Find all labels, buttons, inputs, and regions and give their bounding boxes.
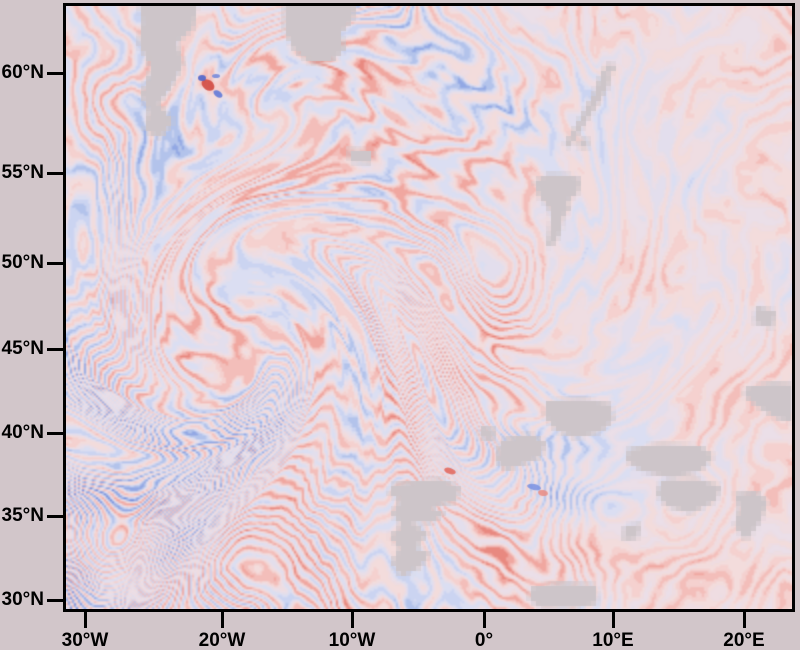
y-tick (47, 172, 63, 175)
y-tick-label: 30°N (1, 589, 44, 610)
y-tick-label: 35°N (1, 505, 44, 526)
x-tick-label: 10°W (328, 630, 376, 650)
x-tick (743, 612, 746, 628)
y-tick (47, 348, 63, 351)
x-tick-label: 10°E (592, 630, 634, 650)
y-tick (47, 262, 63, 265)
plot-frame (63, 3, 795, 612)
y-tick-label: 55°N (1, 162, 44, 183)
y-tick (47, 72, 63, 75)
x-tick (351, 612, 354, 628)
y-tick-label: 60°N (1, 62, 44, 83)
x-tick (483, 612, 486, 628)
y-tick (47, 515, 63, 518)
y-tick-label: 45°N (1, 338, 44, 359)
y-tick-label: 40°N (1, 422, 44, 443)
y-tick (47, 432, 63, 435)
y-tick (47, 599, 63, 602)
x-tick-label: 0° (474, 630, 494, 650)
x-tick (221, 612, 224, 628)
x-tick (84, 612, 87, 628)
x-tick-label: 30°W (61, 630, 109, 650)
anomaly-field-canvas (66, 6, 792, 609)
x-tick (612, 612, 615, 628)
x-tick-label: 20°W (198, 630, 246, 650)
x-tick-label: 20°E (723, 630, 765, 650)
y-tick-label: 50°N (1, 252, 44, 273)
